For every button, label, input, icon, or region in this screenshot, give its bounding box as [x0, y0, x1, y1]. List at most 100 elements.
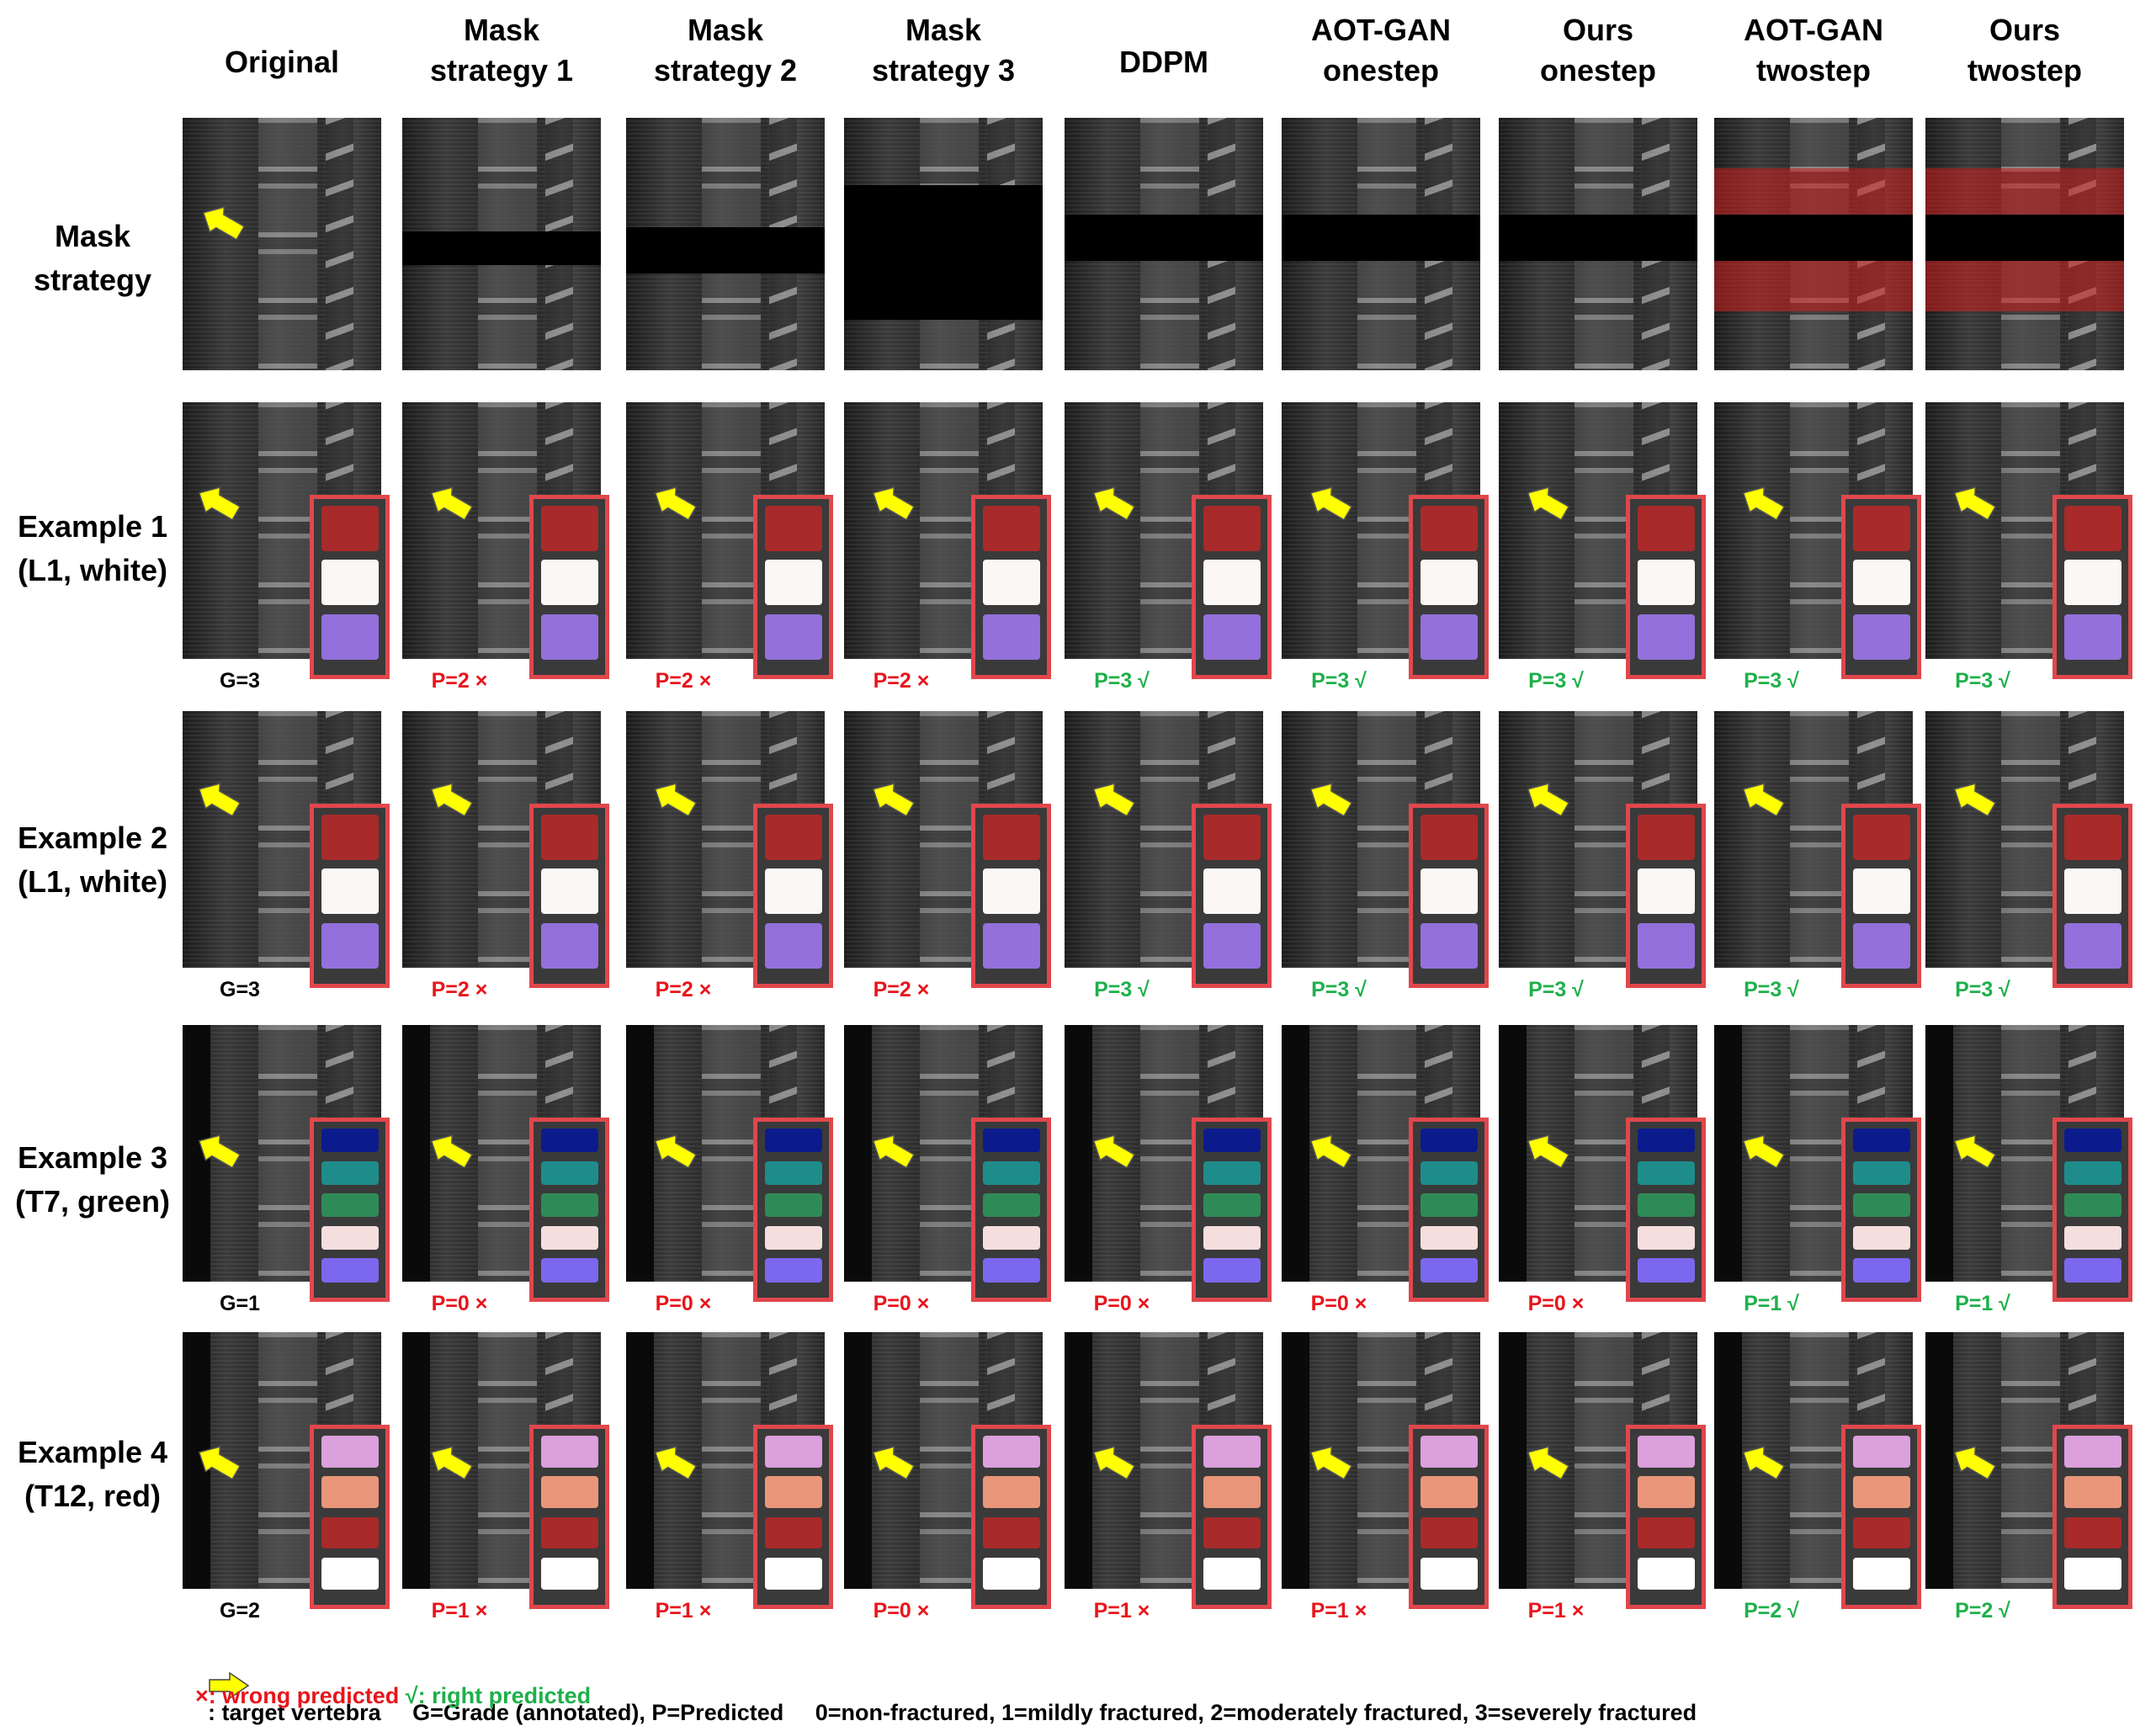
vertebra-mask	[1203, 922, 1261, 969]
vertebra-mask	[2063, 506, 2121, 551]
vertebra-mask	[1852, 1160, 1910, 1185]
vertebra-mask	[2063, 560, 2121, 606]
segmentation-inset	[753, 1424, 833, 1610]
vertebra-mask	[321, 1193, 379, 1218]
vertebra-mask	[540, 1129, 598, 1153]
vertebra-mask	[321, 1476, 379, 1509]
prediction-label: P=3 √	[1744, 978, 1799, 1001]
prediction-label: P=2 ×	[655, 669, 712, 693]
segmentation-inset	[310, 803, 390, 989]
vertebra-mask	[540, 506, 598, 551]
target-arrow-icon	[1527, 1134, 1570, 1168]
segmentation-inset	[529, 1424, 609, 1610]
vertebra-mask	[321, 922, 379, 969]
vertebra-mask	[2063, 1129, 2121, 1153]
vertebra-mask	[1420, 1129, 1478, 1153]
vertebra-mask	[2063, 868, 2121, 915]
target-arrow-icon	[430, 1446, 474, 1479]
vertebra-mask	[1637, 560, 1695, 606]
vertebra-mask	[1852, 1516, 1910, 1549]
target-arrow-icon	[1742, 486, 1786, 520]
vertebra-mask	[1420, 1258, 1478, 1283]
ct-slice-image	[1282, 118, 1480, 370]
vertebra-mask	[1420, 1516, 1478, 1549]
segmentation-inset	[1841, 1117, 1921, 1303]
vertebra-mask	[1203, 506, 1261, 551]
vertebra-mask	[1637, 868, 1695, 915]
legend-scale-text: 0=non-fractured, 1=mildly fractured, 2=m…	[815, 1700, 1697, 1725]
prediction-label: P=3 √	[1094, 669, 1150, 693]
grade-label: G=1	[220, 1292, 260, 1315]
target-arrow-icon	[1527, 783, 1570, 816]
vertebra-mask	[1420, 1476, 1478, 1509]
column-header: Ours twostep	[1967, 13, 2082, 88]
segmentation-inset	[2052, 1117, 2132, 1303]
prediction-label: P=0 ×	[1310, 1292, 1367, 1315]
target-arrow-icon	[1953, 783, 1997, 816]
vertebra-mask	[1852, 1193, 1910, 1218]
row-header: Example 2 (L1, white)	[17, 821, 168, 900]
segmentation-inset	[310, 1117, 390, 1303]
row-header: Mask strategy	[33, 219, 152, 298]
prediction-label: P=1 ×	[1310, 1599, 1367, 1622]
prediction-label: P=1 ×	[431, 1599, 488, 1622]
column-header: Mask strategy 1	[429, 13, 574, 88]
vertebra-mask	[321, 1225, 379, 1250]
target-arrow-icon	[872, 783, 916, 816]
vertebra-mask	[764, 1436, 822, 1468]
row-header: Example 1 (L1, white)	[17, 509, 168, 588]
vertebra-mask	[764, 613, 822, 660]
segmentation-inset	[1192, 803, 1272, 989]
vertebra-mask	[321, 560, 379, 606]
segmentation-inset	[753, 803, 833, 989]
vertebra-mask	[764, 1557, 822, 1590]
vertebra-mask	[1420, 1160, 1478, 1185]
vertebra-mask	[764, 1225, 822, 1250]
target-arrow-icon	[654, 1134, 698, 1168]
target-arrow-icon	[1092, 783, 1136, 816]
segmentation-inset	[1409, 494, 1489, 680]
vertebra-mask	[1852, 1476, 1910, 1509]
context-region	[1925, 168, 2124, 215]
vertebra-mask	[764, 1193, 822, 1218]
row-header: Example 3 (T7, green)	[14, 1140, 171, 1219]
vertebra-mask	[1852, 506, 1910, 551]
target-arrow-icon	[654, 783, 698, 816]
segmentation-inset	[2052, 494, 2132, 680]
prediction-label: P=1 ×	[655, 1599, 712, 1622]
prediction-label: P=2 ×	[873, 978, 930, 1001]
target-arrow-icon	[1953, 1446, 1997, 1479]
segmentation-inset	[1192, 1424, 1272, 1610]
vertebra-mask	[1203, 1557, 1261, 1590]
vertebra-mask	[982, 922, 1040, 969]
column-header: Original	[224, 45, 340, 79]
vertebra-mask	[1203, 1193, 1261, 1218]
target-arrow-icon	[1309, 1134, 1353, 1168]
column-header: DDPM	[1119, 45, 1208, 79]
target-arrow-icon	[1527, 1446, 1570, 1479]
context-region	[1925, 261, 2124, 311]
vertebra-mask	[982, 1258, 1040, 1283]
vertebra-mask	[982, 1557, 1040, 1590]
vertebra-mask	[982, 1160, 1040, 1185]
target-arrow-icon	[198, 1446, 242, 1479]
vertebra-mask	[764, 1516, 822, 1549]
segmentation-inset	[971, 1117, 1051, 1303]
target-arrow-icon	[1742, 783, 1786, 816]
vertebra-mask	[1852, 560, 1910, 606]
vertebra-mask	[764, 815, 822, 860]
segmentation-inset	[529, 803, 609, 989]
vertebra-mask	[982, 868, 1040, 915]
vertebra-mask	[321, 1436, 379, 1468]
vertebra-mask	[1420, 868, 1478, 915]
prediction-label: P=1 ×	[1093, 1599, 1150, 1622]
prediction-label: P=0 ×	[655, 1292, 712, 1315]
vertebra-mask	[2063, 1557, 2121, 1590]
column-header: Mask strategy 2	[653, 13, 798, 88]
segmentation-inset	[753, 494, 833, 680]
legend-line-2: ×: wrong predicted √: right predicted	[195, 1683, 591, 1709]
prediction-label: P=0 ×	[1527, 1292, 1585, 1315]
mask-region	[844, 185, 1043, 320]
vertebra-mask	[982, 1436, 1040, 1468]
vertebra-mask	[540, 1516, 598, 1549]
